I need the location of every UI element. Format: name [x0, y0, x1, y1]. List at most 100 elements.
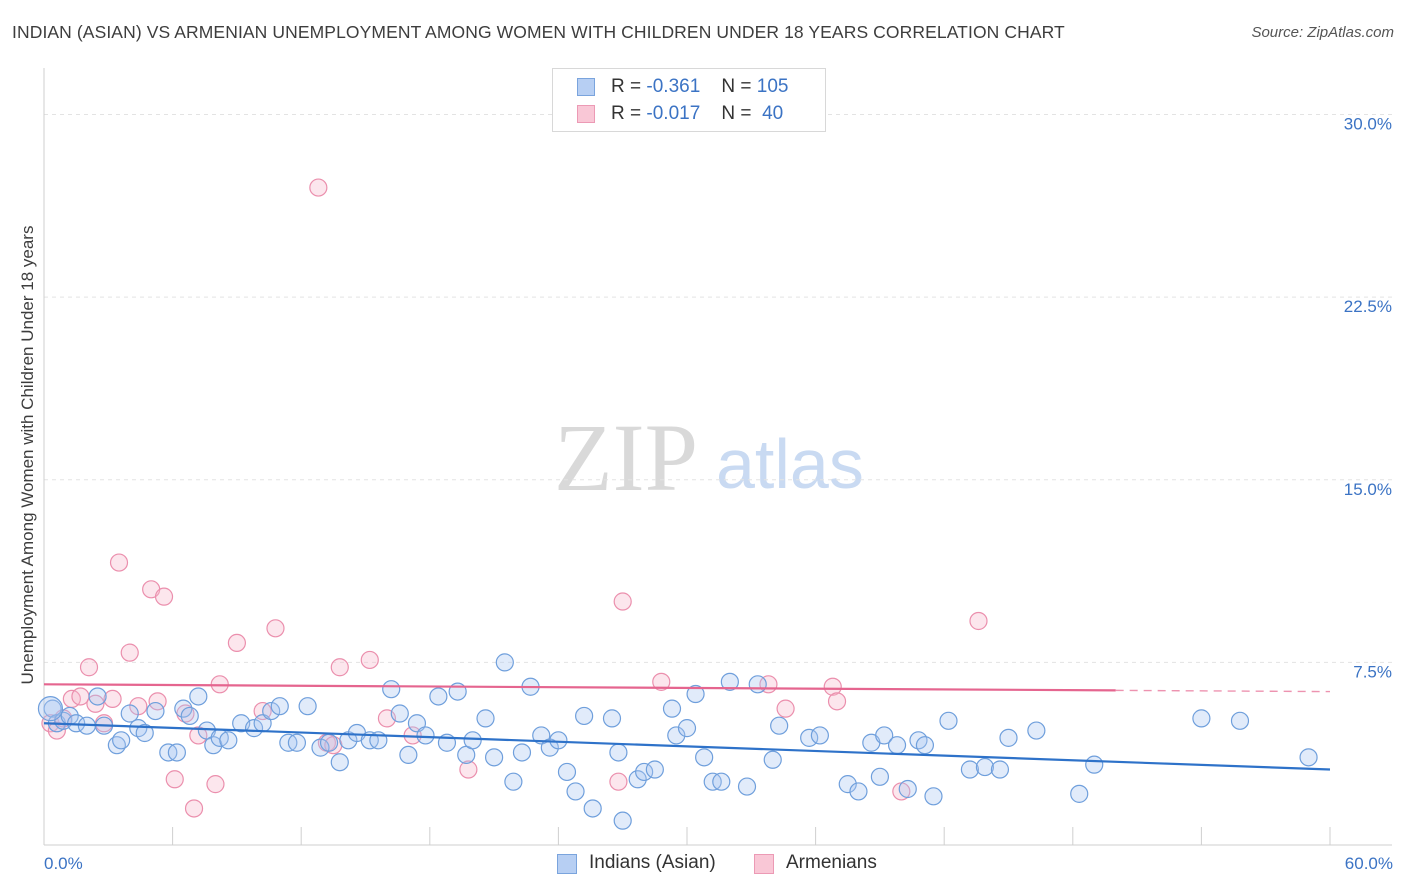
indian-point — [1192, 709, 1211, 728]
indian-point — [999, 728, 1018, 747]
armenian-trend-line — [43, 683, 1116, 692]
y-tick-label: 7.5% — [1353, 662, 1392, 681]
armenian-point — [86, 694, 105, 713]
indian-point — [1299, 748, 1318, 767]
legend-n-label: N = — [721, 103, 752, 124]
legend-r-value: -0.361 — [646, 76, 701, 97]
indian-point — [763, 750, 782, 769]
legend-n-value: 40 — [762, 103, 784, 124]
armenian-point — [184, 799, 204, 818]
correlation-legend: R = -0.361 N = 105 R = -0.017 N = 40 — [552, 68, 826, 132]
indian-point — [898, 779, 917, 799]
armenian-point — [776, 699, 795, 718]
indian-point — [1070, 784, 1089, 803]
indian-point — [174, 699, 193, 718]
source-label: Source: ZipAtlas.com — [1251, 24, 1394, 41]
indian-point — [219, 731, 238, 750]
indian-point — [416, 726, 435, 745]
indian-point — [975, 757, 995, 777]
legend-r-label: R = — [611, 103, 642, 124]
indian-point — [330, 753, 349, 772]
indian-point — [180, 706, 199, 726]
armenian-point — [206, 775, 225, 794]
indian-point — [311, 738, 330, 757]
armenian-point — [266, 619, 285, 638]
armenian-point — [652, 672, 671, 691]
indian-point — [770, 716, 789, 735]
legend-r-label: R = — [611, 76, 642, 97]
indian-trend-line — [43, 722, 1331, 771]
indian-point — [112, 731, 131, 750]
indian-point — [737, 777, 757, 796]
indian-point — [244, 719, 264, 738]
armenian-point — [330, 658, 349, 677]
armenian-point — [823, 677, 842, 696]
indian-point — [628, 770, 647, 789]
armenian-point — [227, 633, 246, 653]
indian-point — [613, 811, 632, 830]
legend-text-armenian: R = -0.017 N = 40 — [611, 103, 783, 125]
bottom-legend-label-armenian: Armenians — [786, 852, 877, 873]
indian-point — [602, 709, 622, 728]
bottom-legend-swatch-armenian — [754, 854, 774, 874]
indian-point — [512, 743, 532, 762]
indian-point — [915, 736, 935, 755]
indian-point — [167, 743, 186, 762]
y-tick-label: 15.0% — [1344, 480, 1392, 499]
x-tick-label-max: 60.0% — [1345, 854, 1393, 873]
chart-title: INDIAN (ASIAN) VS ARMENIAN UNEMPLOYMENT … — [12, 22, 1065, 42]
indian-point — [463, 731, 482, 750]
armenian-point — [120, 643, 139, 662]
indian-point — [504, 772, 523, 791]
indian-point — [270, 697, 289, 716]
legend-n-label: N = — [721, 76, 752, 97]
armenian-point — [613, 592, 632, 611]
indian-point — [319, 733, 339, 752]
indian-point — [677, 719, 697, 738]
indian-point — [1230, 711, 1250, 730]
legend-n-value: 105 — [756, 76, 789, 97]
indian-point — [575, 706, 594, 726]
indian-point — [662, 699, 682, 718]
indian-point — [695, 748, 714, 767]
legend-swatch-indian — [577, 78, 595, 96]
indian-point — [120, 704, 139, 723]
armenian-point — [360, 650, 379, 670]
bottom-legend-label-indian: Indians (Asian) — [589, 852, 716, 873]
indian-point — [667, 726, 686, 745]
indian-point — [476, 709, 495, 728]
indian-point — [37, 696, 64, 722]
armenian-point — [103, 689, 122, 709]
armenian-point — [969, 611, 988, 631]
indian-point — [748, 675, 767, 694]
indian-point — [135, 723, 154, 743]
indian-point — [810, 726, 829, 745]
indian-point — [495, 653, 514, 672]
indian-point — [838, 775, 857, 794]
armenian-point — [71, 687, 90, 706]
indian-point — [645, 760, 664, 779]
watermark-zip: ZIP — [554, 404, 698, 511]
indian-point — [635, 762, 654, 782]
indian-point — [566, 782, 585, 801]
indian-point — [712, 772, 731, 791]
indian-point — [686, 684, 705, 704]
indian-point — [189, 687, 208, 706]
indian-point — [429, 687, 448, 706]
armenian-point — [154, 587, 174, 606]
watermark-atlas: atlas — [716, 425, 864, 503]
indian-point — [287, 733, 307, 752]
armenian-point — [827, 692, 847, 711]
y-tick-label: 30.0% — [1344, 115, 1392, 134]
armenian-trend-extension — [1115, 689, 1331, 693]
armenian-point — [109, 553, 129, 572]
indian-point — [990, 760, 1010, 779]
indian-point — [382, 680, 401, 699]
indian-point — [583, 799, 602, 818]
indian-point — [720, 672, 739, 691]
watermark: ZIP atlas — [554, 404, 864, 511]
x-tick-label-min: 0.0% — [44, 854, 83, 873]
bottom-legend-swatch-indian — [557, 854, 577, 874]
indian-point — [887, 736, 907, 755]
